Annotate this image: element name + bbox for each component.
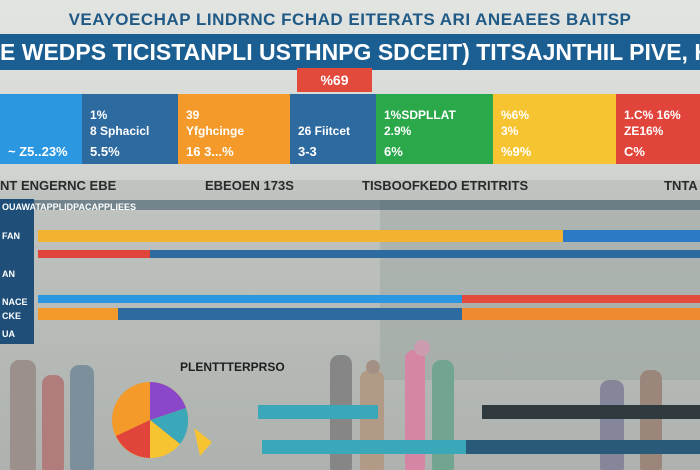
panel-label: CKE <box>2 311 22 321</box>
stat-value: ZE16% <box>624 124 664 138</box>
pie-slice-purple <box>150 382 186 420</box>
panel-label: FAN <box>2 231 20 241</box>
stat-value: 1.C% 16% <box>624 108 681 122</box>
stat-card: %6% 3% %9% <box>493 94 616 164</box>
bar <box>118 308 462 320</box>
stat-card: 26 Fiitcet 3-3 <box>290 94 376 164</box>
stat-value: 5.5% <box>90 144 120 159</box>
stat-card: 1.C% 16% ZE16% C% <box>616 94 700 164</box>
stat-card: 1%SDPLLAT 2.9% 6% <box>376 94 493 164</box>
section-label: TNTA <box>664 178 698 193</box>
bar <box>38 250 150 258</box>
pie-slice-teal <box>150 408 189 444</box>
banner-title: E WEDPS TICISTANPLI USTHNPG SDCEIT) TITS… <box>0 39 700 65</box>
stat-label: 1%SDPLLAT <box>384 108 456 122</box>
title-banner: E WEDPS TICISTANPLI USTHNPG SDCEIT) TITS… <box>0 34 700 70</box>
stat-value: 3% <box>501 124 519 138</box>
bar <box>38 295 462 303</box>
stat-value: %9% <box>501 144 532 159</box>
pie-chart <box>112 382 212 459</box>
stat-card: 39 Yfghcinge 16 3...% <box>178 94 290 164</box>
bar <box>462 295 700 303</box>
panel-label: NACE <box>2 297 28 307</box>
stat-value: 2.9% <box>384 124 412 138</box>
section-label: TISBOOFKEDO ETRITRITS <box>362 178 529 193</box>
pie-slice-detached <box>194 428 212 456</box>
stat-value: 6% <box>384 144 403 159</box>
stat-label: 8 Sphacicl <box>90 124 150 138</box>
stat-card: 1% 8 Sphacicl 5.5% <box>82 94 178 164</box>
bar <box>482 405 700 419</box>
stat-value: 3-3 <box>298 144 317 159</box>
panel-label: AN <box>2 269 15 279</box>
stat-label: 26 Fiitcet <box>298 124 351 138</box>
stat-card: ~ Z5..23% <box>0 94 82 164</box>
bar-track <box>0 200 700 210</box>
bar <box>466 440 700 454</box>
bar <box>563 230 700 242</box>
bar <box>262 440 466 454</box>
section-label: EBEOEN 173S <box>205 178 294 193</box>
stat-label: Yfghcinge <box>186 124 245 138</box>
stat-value: %6% <box>501 108 530 122</box>
panel-label: UA <box>2 329 15 339</box>
panel-label: OUAWATAPPLIDPACAPPLIEES <box>2 202 137 212</box>
bar <box>38 308 118 320</box>
highlight-badge: %69 <box>297 68 372 92</box>
stat-value: 39 <box>186 108 200 122</box>
page-title: VEAYOECHAP LINDRNC FCHAD EITERATS ARI AN… <box>68 10 632 29</box>
stat-value: C% <box>624 144 645 159</box>
bar <box>38 230 563 242</box>
bar <box>150 250 700 258</box>
pie-slice-red <box>116 420 150 458</box>
bar <box>258 405 378 419</box>
stat-value: 1% <box>90 108 108 122</box>
bar <box>462 308 700 320</box>
section-label: NT ENGERNC EBE <box>0 178 117 193</box>
pie-slice-yellow <box>150 420 180 459</box>
left-panel: OUAWATAPPLIDPACAPPLIEES FAN AN NACE CKE … <box>0 199 136 344</box>
stat-value: 16 3...% <box>186 144 234 159</box>
stat-value: ~ Z5..23% <box>8 144 68 159</box>
section-title: PLENTTTERPRSO <box>180 360 285 374</box>
